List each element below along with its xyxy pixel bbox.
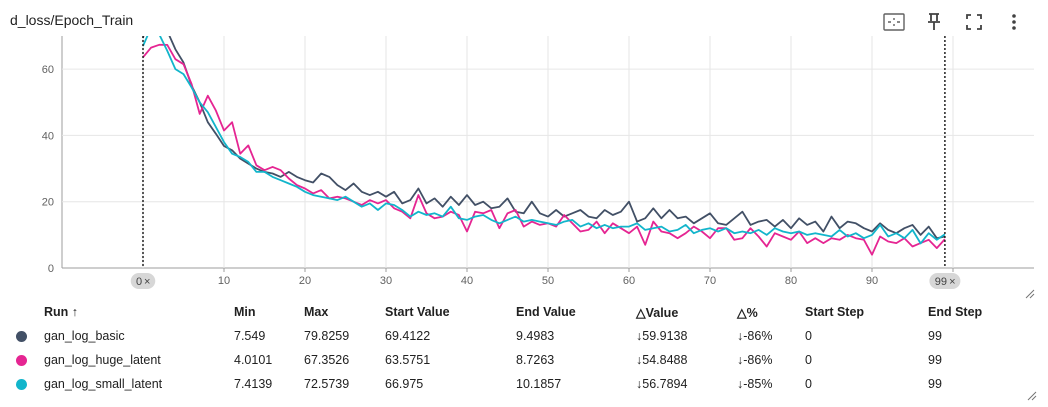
header-delta-percent[interactable]: △% — [737, 300, 805, 324]
min-value: 4.0101 — [234, 348, 304, 372]
end-value: 10.1857 — [516, 372, 636, 396]
start-step: 0 — [805, 372, 928, 396]
card-toolbar — [874, 10, 1034, 34]
chart-resize-handle[interactable] — [1026, 290, 1034, 298]
header-color — [0, 300, 44, 324]
delta-value: ↓56.7894 — [636, 372, 737, 396]
x-tick-label: 80 — [785, 275, 797, 287]
fullscreen-icon — [964, 12, 984, 32]
x-tick-label: 60 — [623, 275, 635, 287]
close-icon: × — [949, 276, 955, 288]
run-color-dot — [16, 379, 27, 390]
delta-value: ↓54.8488 — [636, 348, 737, 372]
start-step: 0 — [805, 324, 928, 348]
start-step: 0 — [805, 348, 928, 372]
x-tick-label: 10 — [218, 275, 230, 287]
start-value: 66.975 — [385, 372, 516, 396]
delta-percent: ↓-86% — [737, 348, 805, 372]
step-handle-label: 0 — [136, 276, 142, 288]
y-tick-label: 60 — [42, 64, 54, 76]
table-row: gan_log_small_latent 7.4139 72.5739 66.9… — [0, 372, 1038, 396]
x-tick-label: 40 — [461, 275, 473, 287]
header-min[interactable]: Min — [234, 300, 304, 324]
end-step: 99 — [928, 372, 1038, 396]
run-color-dot — [16, 331, 27, 342]
header-end-step[interactable]: End Step — [928, 300, 1038, 324]
table-row: gan_log_huge_latent 4.0101 67.3526 63.57… — [0, 348, 1038, 372]
max-value: 79.8259 — [304, 324, 385, 348]
end-step: 99 — [928, 348, 1038, 372]
more-options-button[interactable] — [994, 10, 1034, 34]
chart-grid — [62, 36, 1034, 268]
table-row: gan_log_basic 7.549 79.8259 69.4122 9.49… — [0, 324, 1038, 348]
x-tick-label: 90 — [866, 275, 878, 287]
header-run[interactable]: Run ↑ — [44, 300, 234, 324]
pin-icon — [924, 12, 944, 32]
end-step: 99 — [928, 324, 1038, 348]
series-line-gan_log_small_latent — [143, 36, 945, 243]
fit-domain-icon — [882, 12, 906, 32]
run-name: gan_log_basic — [44, 324, 234, 348]
more-vert-icon — [1004, 12, 1024, 32]
run-name: gan_log_small_latent — [44, 372, 234, 396]
header-start-step[interactable]: Start Step — [805, 300, 928, 324]
pin-button[interactable] — [914, 10, 954, 34]
x-tick-label: 30 — [380, 275, 392, 287]
header-delta-value[interactable]: △Value — [636, 300, 737, 324]
series-line-gan_log_basic — [143, 36, 945, 238]
x-axis: 10 20 30 40 50 60 70 80 90 — [218, 268, 953, 287]
end-value: 9.4983 — [516, 324, 636, 348]
min-value: 7.4139 — [234, 372, 304, 396]
y-tick-label: 0 — [48, 263, 54, 275]
step-handle-background — [131, 273, 156, 289]
chart-title: d_loss/Epoch_Train — [10, 12, 133, 28]
y-axis: 0 20 40 60 — [42, 64, 54, 275]
y-tick-label: 20 — [42, 197, 54, 209]
y-tick-label: 40 — [42, 130, 54, 142]
x-tick-label: 70 — [704, 275, 716, 287]
max-value: 67.3526 — [304, 348, 385, 372]
header-end-value[interactable]: End Value — [516, 300, 636, 324]
delta-percent: ↓-86% — [737, 324, 805, 348]
delta-percent: ↓-85% — [737, 372, 805, 396]
end-value: 8.7263 — [516, 348, 636, 372]
table-header-row: Run ↑ Min Max Start Value End Value △Val… — [0, 300, 1038, 324]
step-handle-chip[interactable]: 99 × — [929, 273, 960, 289]
min-value: 7.549 — [234, 324, 304, 348]
run-name: gan_log_huge_latent — [44, 348, 234, 372]
close-icon: × — [144, 276, 150, 288]
header-start-value[interactable]: Start Value — [385, 300, 516, 324]
header-max[interactable]: Max — [304, 300, 385, 324]
step-handle-label: 99 — [935, 276, 947, 288]
x-tick-label: 50 — [542, 275, 554, 287]
max-value: 72.5739 — [304, 372, 385, 396]
runs-table: Run ↑ Min Max Start Value End Value △Val… — [0, 300, 1038, 396]
fullscreen-button[interactable] — [954, 10, 994, 34]
run-color-dot — [16, 355, 27, 366]
fit-domain-button[interactable] — [874, 10, 914, 34]
start-value: 63.5751 — [385, 348, 516, 372]
table-resize-handle[interactable] — [1026, 390, 1038, 402]
step-handle-chip[interactable]: 0 × — [131, 273, 156, 289]
delta-value: ↓59.9138 — [636, 324, 737, 348]
x-tick-label: 20 — [299, 275, 311, 287]
start-value: 69.4122 — [385, 324, 516, 348]
